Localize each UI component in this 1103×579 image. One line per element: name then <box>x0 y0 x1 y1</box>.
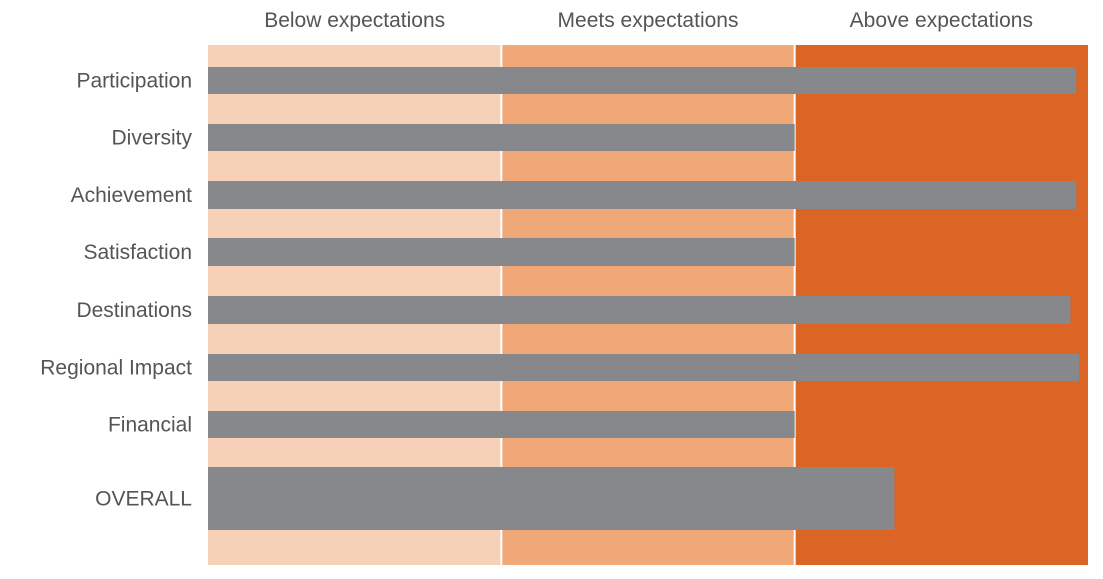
category-label-diversity: Diversity <box>111 127 192 150</box>
bar-satisfaction <box>208 238 795 266</box>
band-label-below-expectations: Below expectations <box>264 9 445 32</box>
bars <box>208 67 1080 530</box>
bar-overall <box>208 467 895 530</box>
category-label-satisfaction: Satisfaction <box>83 241 192 264</box>
bar-destinations <box>208 296 1071 324</box>
bar-regional-impact <box>208 354 1080 381</box>
band-label-meets-expectations: Meets expectations <box>558 9 739 32</box>
category-label-overall: OVERALL <box>95 488 192 511</box>
category-label-participation: Participation <box>76 70 192 93</box>
band-labels: Below expectations Meets expectations Abov… <box>264 9 1033 32</box>
category-label-destinations: Destinations <box>76 299 192 322</box>
band-label-above-expectations: Above expectations <box>850 9 1033 32</box>
category-label-financial: Financial <box>108 414 192 437</box>
category-labels: Participation Diversity Achievement Satisfa… <box>40 70 192 511</box>
category-label-achievement: Achievement <box>71 184 193 207</box>
bar-participation <box>208 67 1077 94</box>
bar-diversity <box>208 124 795 151</box>
bar-achievement <box>208 181 1077 209</box>
bar-financial <box>208 411 795 438</box>
category-label-regional-impact: Regional Impact <box>40 357 192 380</box>
